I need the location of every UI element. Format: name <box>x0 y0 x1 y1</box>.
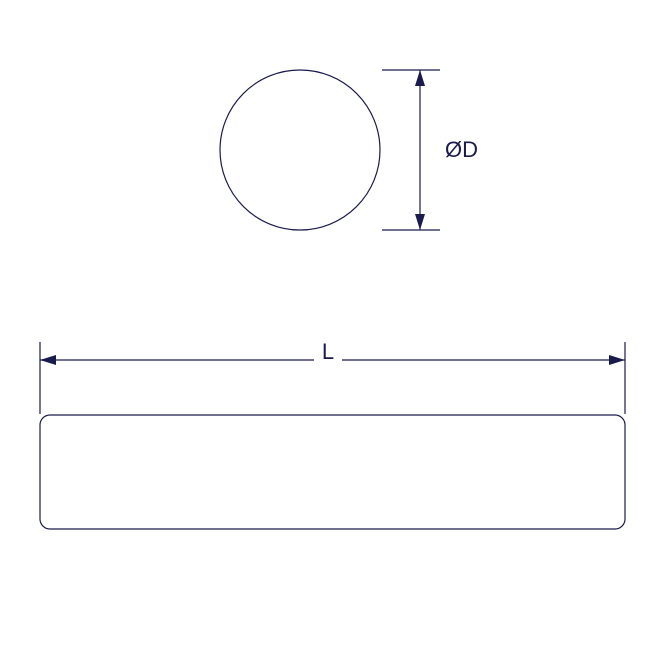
length-label: L <box>322 339 334 364</box>
cross-section-circle <box>220 70 380 230</box>
drawing-svg: ØD L <box>0 0 670 670</box>
diameter-label: ØD <box>445 137 478 162</box>
rod-side-view <box>40 415 625 529</box>
technical-drawing: ØD L <box>0 0 670 670</box>
